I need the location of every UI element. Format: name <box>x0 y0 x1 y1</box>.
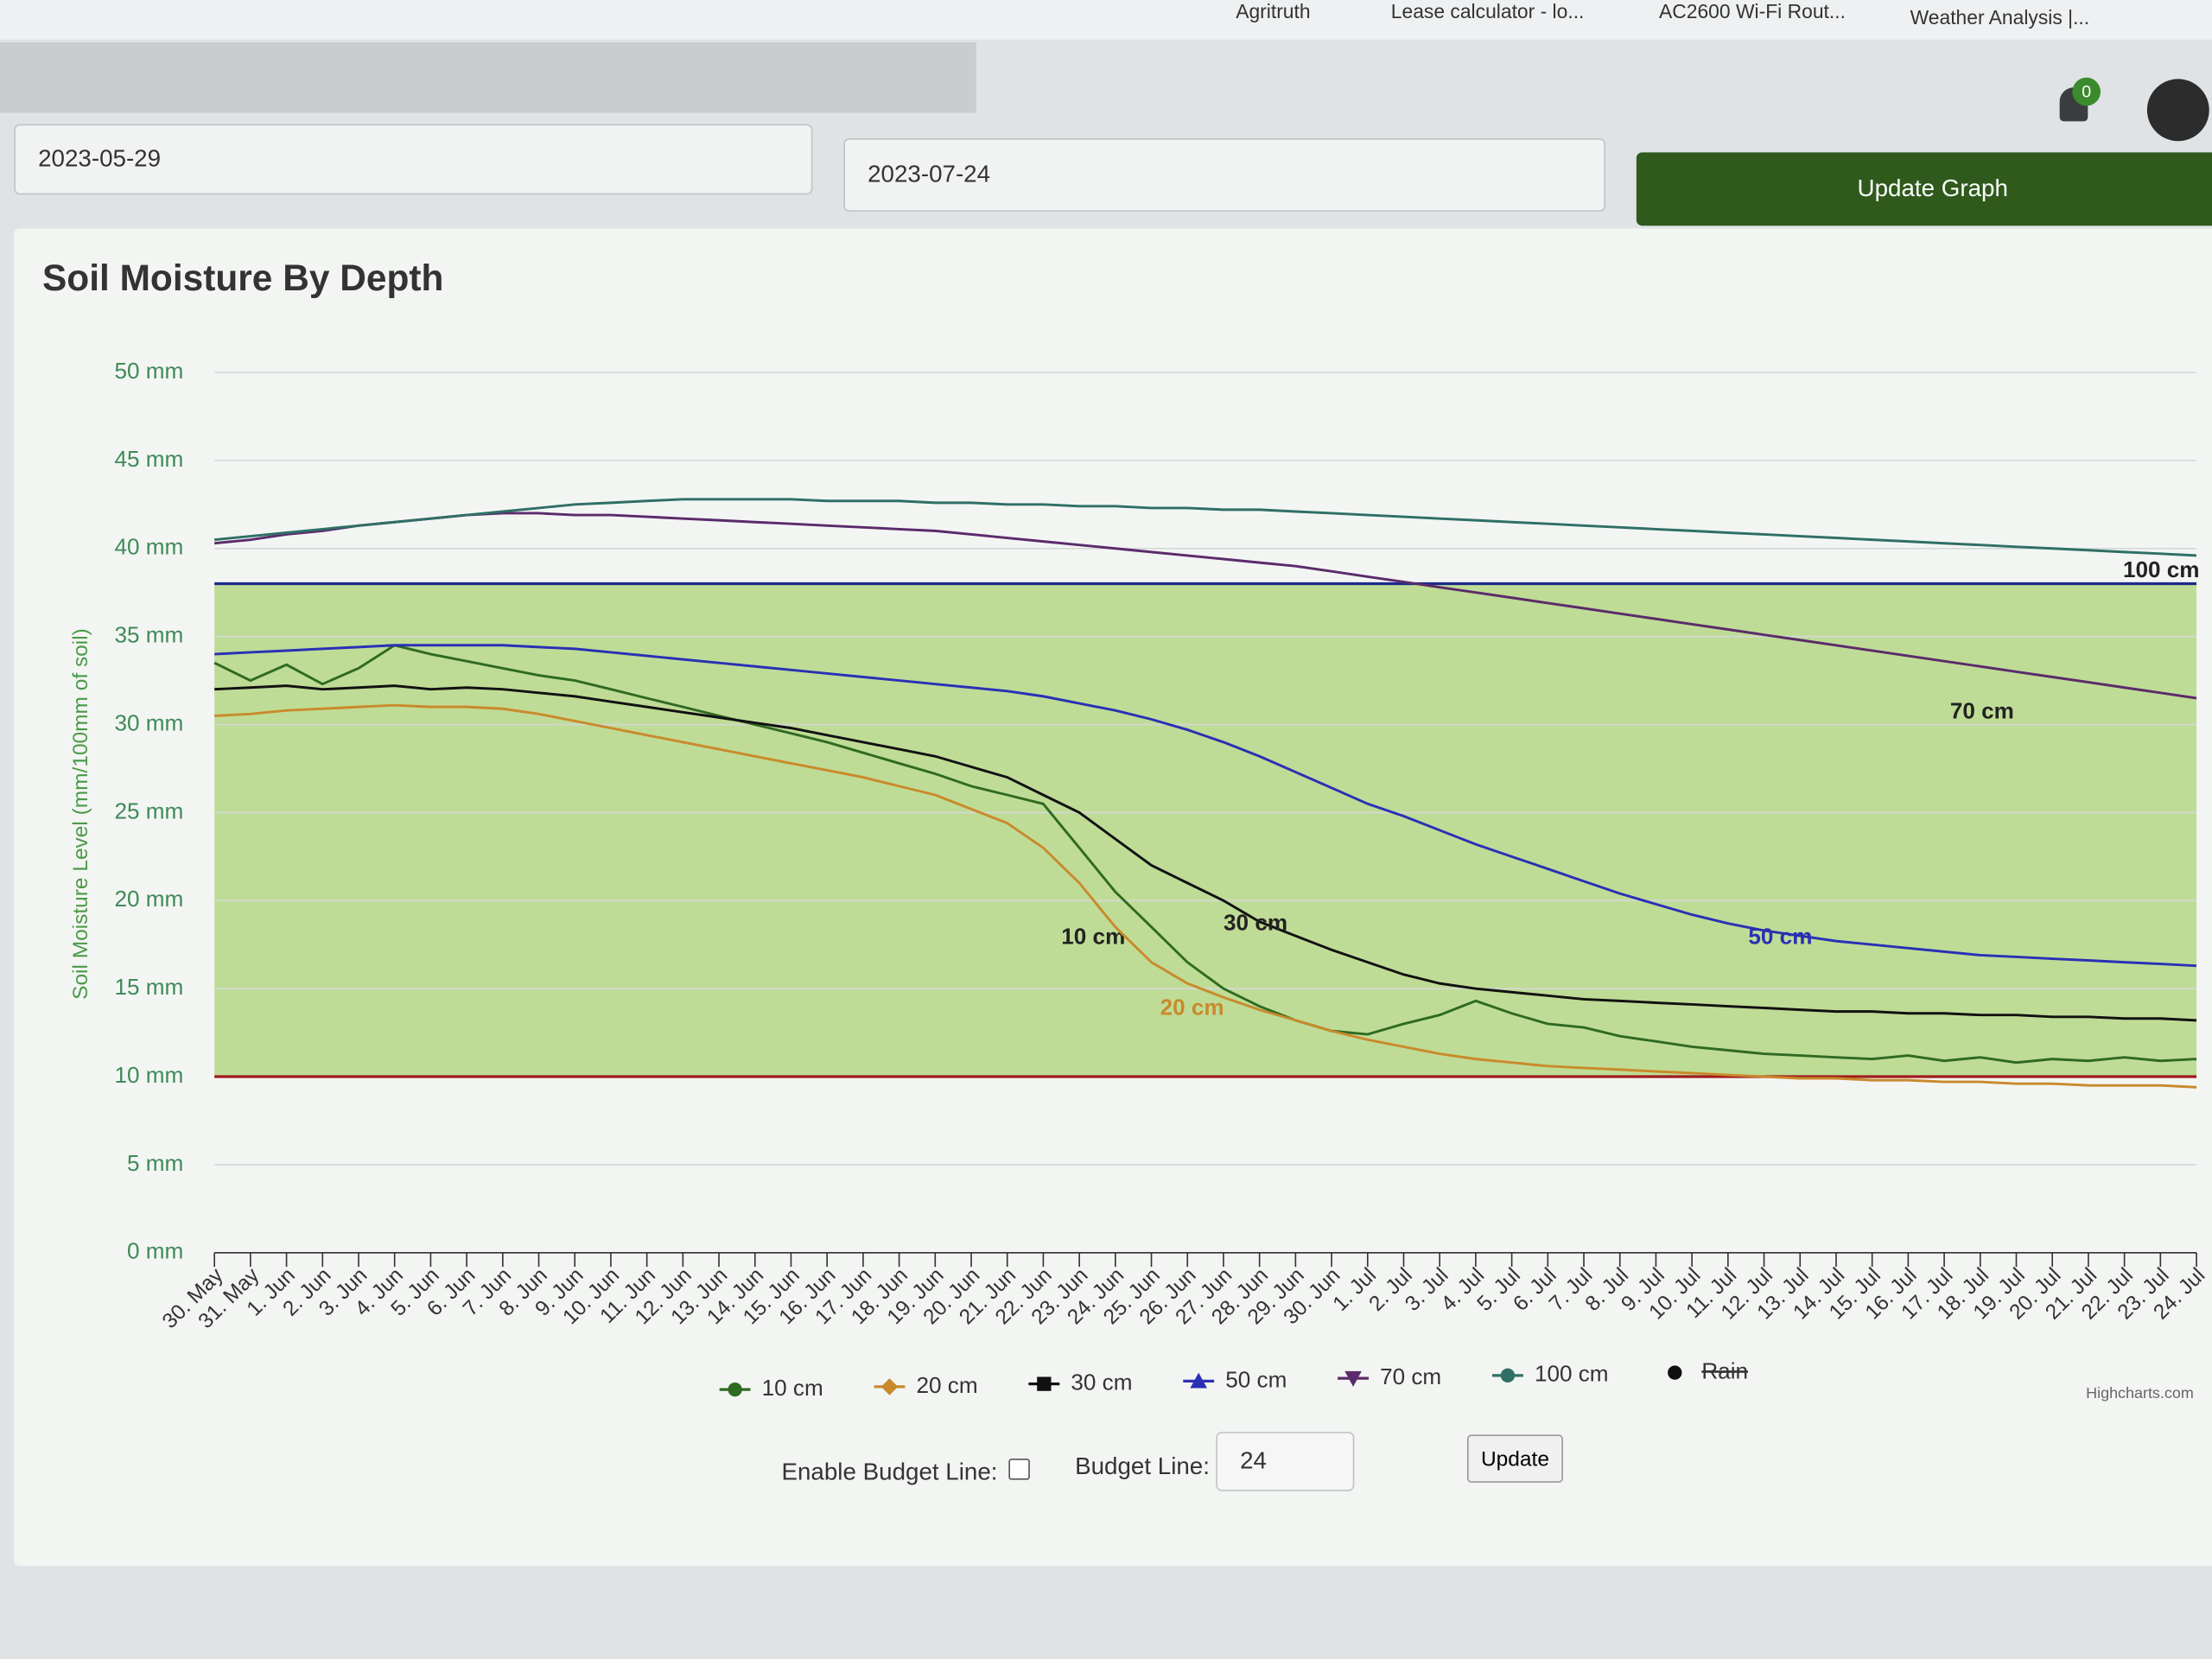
y-tick-label: 40 mm <box>114 534 183 560</box>
bookmark[interactable]: AC2600 Wi-Fi Rout... <box>1658 0 1846 23</box>
series-line <box>214 498 2197 557</box>
plot-band <box>214 583 2197 1077</box>
series-label: 100 cm <box>2123 556 2200 582</box>
update-graph-button[interactable]: Update Graph <box>1636 152 2212 226</box>
y-tick-label: 30 mm <box>114 709 183 735</box>
bookmark[interactable]: Agritruth <box>1236 0 1311 23</box>
y-tick-label: 20 mm <box>114 886 183 912</box>
legend-symbol <box>1344 1370 1362 1387</box>
series-label: 50 cm <box>1748 924 1812 950</box>
notification-badge: 0 <box>2072 77 2101 106</box>
series-line <box>213 644 2197 1065</box>
chart-title: Soil Moisture By Depth <box>42 257 444 298</box>
legend-symbol <box>880 1378 899 1395</box>
legend-symbol <box>1668 1365 1682 1380</box>
bookmarks-bar: Agritruth Lease calculator - lo... AC260… <box>0 0 2212 40</box>
series-label: 70 cm <box>1950 697 2014 723</box>
legend-symbol <box>728 1382 742 1397</box>
avatar[interactable] <box>2146 79 2209 142</box>
legend-item[interactable]: 10 cm <box>762 1375 823 1401</box>
legend-item[interactable]: 100 cm <box>1535 1361 1609 1387</box>
y-tick-label: 5 mm <box>127 1150 183 1176</box>
y-tick-label: 10 mm <box>114 1062 183 1088</box>
y-tick-label: 25 mm <box>114 798 183 823</box>
start-date-input[interactable]: 2023-05-29 <box>14 124 813 195</box>
series-label: 30 cm <box>1224 909 1287 935</box>
y-tick-label: 35 mm <box>114 622 183 648</box>
y-axis-title: Soil Moisture Level (mm/100mm of soil) <box>69 628 92 1000</box>
series-label: 20 cm <box>1160 994 1224 1020</box>
budget-checkbox[interactable] <box>1008 1459 1030 1480</box>
budget-update-button[interactable]: Update <box>1466 1434 1563 1483</box>
budget-line-label: Budget Line: <box>1075 1452 1210 1480</box>
legend-symbol <box>1500 1368 1516 1382</box>
y-tick-label: 0 mm <box>127 1238 183 1264</box>
legend-item[interactable]: 50 cm <box>1225 1366 1287 1392</box>
y-tick-label: 45 mm <box>114 446 183 472</box>
series-line <box>214 512 2197 700</box>
bookmark[interactable]: Weather Analysis |... <box>1910 5 2090 29</box>
series-line <box>214 703 2197 1089</box>
bookmark[interactable]: Lease calculator - lo... <box>1390 0 1585 23</box>
budget-input[interactable]: 24 <box>1216 1432 1355 1491</box>
header-bar <box>0 41 976 113</box>
series-line <box>214 684 2197 1022</box>
legend-symbol <box>1190 1372 1207 1389</box>
legend-item[interactable]: 70 cm <box>1380 1363 1441 1389</box>
legend-item[interactable]: Rain <box>1701 1357 1748 1383</box>
series-line <box>214 644 2197 968</box>
legend-item[interactable]: 30 cm <box>1071 1370 1132 1395</box>
legend-item[interactable]: 20 cm <box>916 1372 977 1398</box>
legend-symbol <box>1037 1376 1052 1391</box>
y-tick-label: 15 mm <box>114 974 183 1000</box>
credit[interactable]: Highcharts.com <box>2086 1384 2194 1402</box>
budget-enable-label: Enable Budget Line: <box>781 1459 998 1486</box>
y-tick-label: 50 mm <box>114 358 183 384</box>
end-date-input[interactable]: 2023-07-24 <box>843 137 1605 212</box>
